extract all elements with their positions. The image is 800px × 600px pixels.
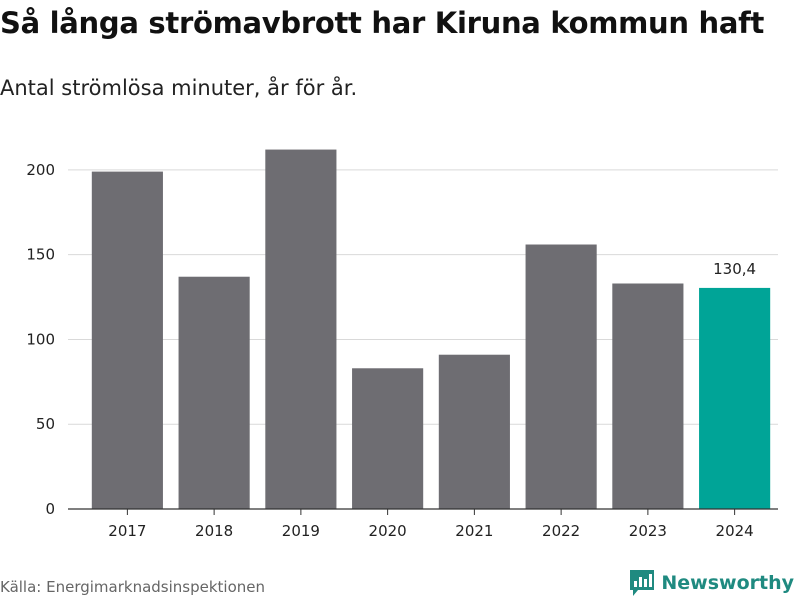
y-tick-label: 150 <box>26 246 55 264</box>
x-tick-label: 2021 <box>455 522 493 540</box>
bar-2021 <box>438 354 510 509</box>
bar-2019 <box>265 149 337 509</box>
bar-2023 <box>612 283 684 509</box>
x-tick-label: 2024 <box>716 522 754 540</box>
y-tick-label: 50 <box>36 415 55 433</box>
axes <box>68 508 778 515</box>
brand-name: Newsworthy <box>661 572 794 594</box>
x-tick-label: 2017 <box>108 522 146 540</box>
source-note: Källa: Energimarknadsinspektionen <box>0 578 266 596</box>
newsworthy-logo-icon <box>630 570 655 596</box>
y-tick-label: 200 <box>26 161 55 179</box>
chart-title: Så långa strömavbrott har Kiruna kommun … <box>0 6 765 40</box>
chart-subtitle: Antal strömlösa minuter, år för år. <box>0 76 358 100</box>
bar-2017 <box>91 171 163 509</box>
bar-chart: 0 50 100 150 200 2017 2018 2019 2020 2021 2022 2023… <box>26 149 778 540</box>
bar-2018 <box>178 276 250 509</box>
brand-logo: Newsworthy <box>629 569 794 597</box>
bar-2024 <box>699 287 771 509</box>
bars <box>91 149 771 509</box>
labels: 0 50 100 150 200 2017 2018 2019 2020 2021 2022 2023… <box>26 161 756 540</box>
data-label: 130,4 <box>713 260 756 278</box>
x-tick-label: 2018 <box>195 522 233 540</box>
bar-2020 <box>352 368 424 509</box>
bar-2022 <box>525 244 597 509</box>
y-tick-label: 100 <box>26 330 55 348</box>
x-tick-label: 2020 <box>369 522 407 540</box>
x-tick-label: 2019 <box>282 522 320 540</box>
x-tick-label: 2023 <box>629 522 667 540</box>
x-tick-label: 2022 <box>542 522 580 540</box>
y-tick-label: 0 <box>45 500 55 518</box>
